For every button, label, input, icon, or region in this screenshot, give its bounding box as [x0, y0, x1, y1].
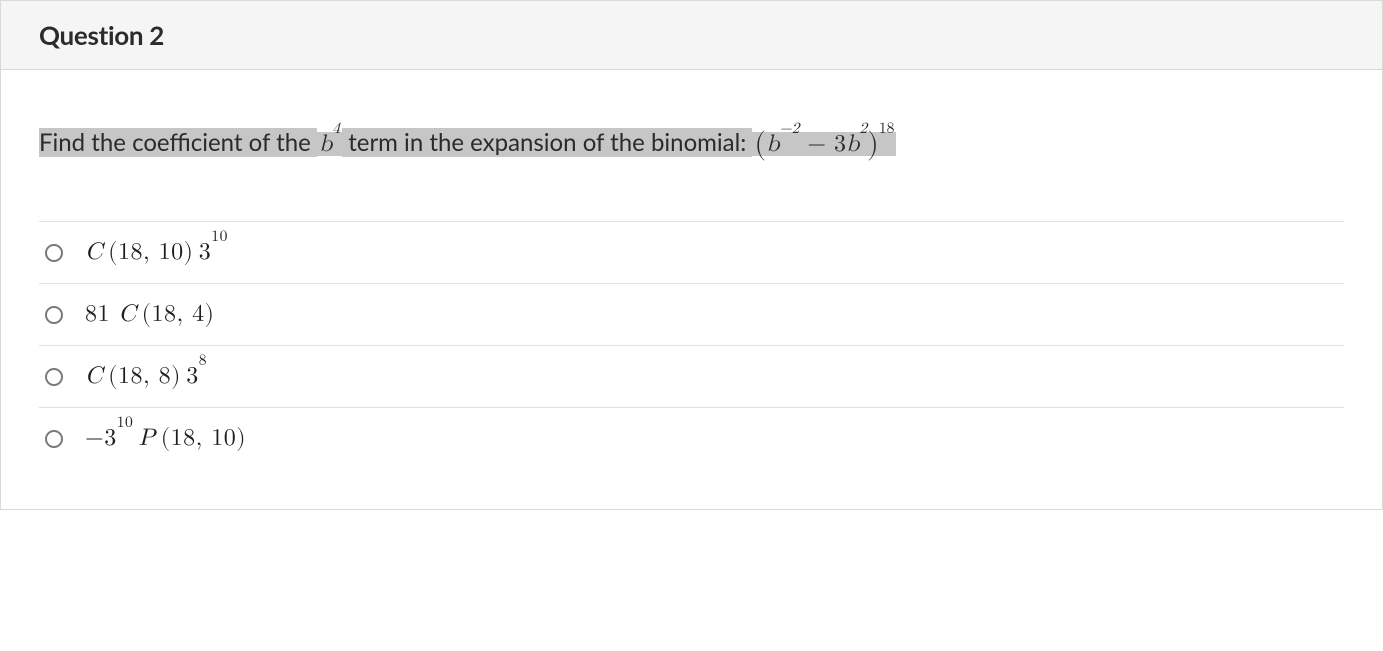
- prompt-binomial: (b−2 − 3b2)18: [752, 132, 896, 156]
- prompt-text-1: Find the coefficient of the: [39, 128, 317, 157]
- option-c[interactable]: C (18, 8) 38: [39, 345, 1344, 407]
- opt-coef-exp: 8: [199, 353, 207, 369]
- question-header: Question 2: [1, 0, 1382, 70]
- opt-func: P: [139, 426, 156, 450]
- option-a[interactable]: C (18, 10) 310: [39, 221, 1344, 283]
- paren-close: ): [867, 129, 879, 159]
- option-c-label: C (18, 8) 38: [85, 362, 207, 391]
- option-b-label: 81 C (18, 4): [85, 300, 214, 329]
- opt-func: C: [85, 364, 103, 388]
- prompt-text-2: term in the expansion of the binomial:: [342, 128, 752, 157]
- option-b[interactable]: 81 C (18, 4): [39, 283, 1344, 345]
- prompt-term: b4: [317, 132, 342, 156]
- question-title: Question 2: [39, 19, 164, 51]
- term-base: b: [319, 132, 332, 156]
- radio-icon[interactable]: [45, 244, 63, 262]
- opt-func: C: [118, 302, 136, 326]
- binom-b-exp: 2: [859, 121, 867, 137]
- term-exp: 4: [332, 121, 340, 137]
- radio-icon[interactable]: [45, 306, 63, 324]
- question-prompt: Find the coefficient of the b4 term in t…: [39, 120, 1344, 165]
- binom-outer-exp: 18: [879, 121, 895, 137]
- binom-minus: −: [799, 132, 834, 156]
- opt-coef-base: 3: [104, 426, 117, 450]
- radio-icon[interactable]: [45, 368, 63, 386]
- opt-prefix: −: [85, 426, 104, 450]
- option-d[interactable]: −310 P (18, 10): [39, 407, 1344, 469]
- opt-args: (18, 10): [161, 426, 246, 450]
- question-body: Find the coefficient of the b4 term in t…: [1, 70, 1382, 510]
- binom-a-base: b: [766, 132, 779, 156]
- binom-b-coef: 3: [834, 132, 846, 156]
- opt-args: (18, 4): [142, 302, 215, 326]
- opt-coef-exp: 10: [117, 415, 134, 431]
- radio-icon[interactable]: [45, 430, 63, 448]
- opt-coef-base: 3: [199, 240, 212, 264]
- option-d-label: −310 P (18, 10): [85, 424, 246, 453]
- opt-prefix: 81: [85, 302, 118, 326]
- opt-coef-base: 3: [186, 364, 199, 388]
- opt-func: C: [85, 240, 103, 264]
- options-list: C (18, 10) 310 81 C (18, 4) C (18, 8) 38…: [39, 221, 1344, 469]
- question-card: Question 2 Find the coefficient of the b…: [0, 0, 1383, 510]
- binom-a-exp: −2: [779, 121, 799, 137]
- paren-open: (: [754, 129, 766, 159]
- binom-b-base: b: [846, 132, 859, 156]
- opt-args: (18, 10): [108, 240, 193, 264]
- opt-args: (18, 8): [108, 364, 181, 388]
- option-a-label: C (18, 10) 310: [85, 238, 228, 267]
- opt-coef-exp: 10: [211, 229, 228, 245]
